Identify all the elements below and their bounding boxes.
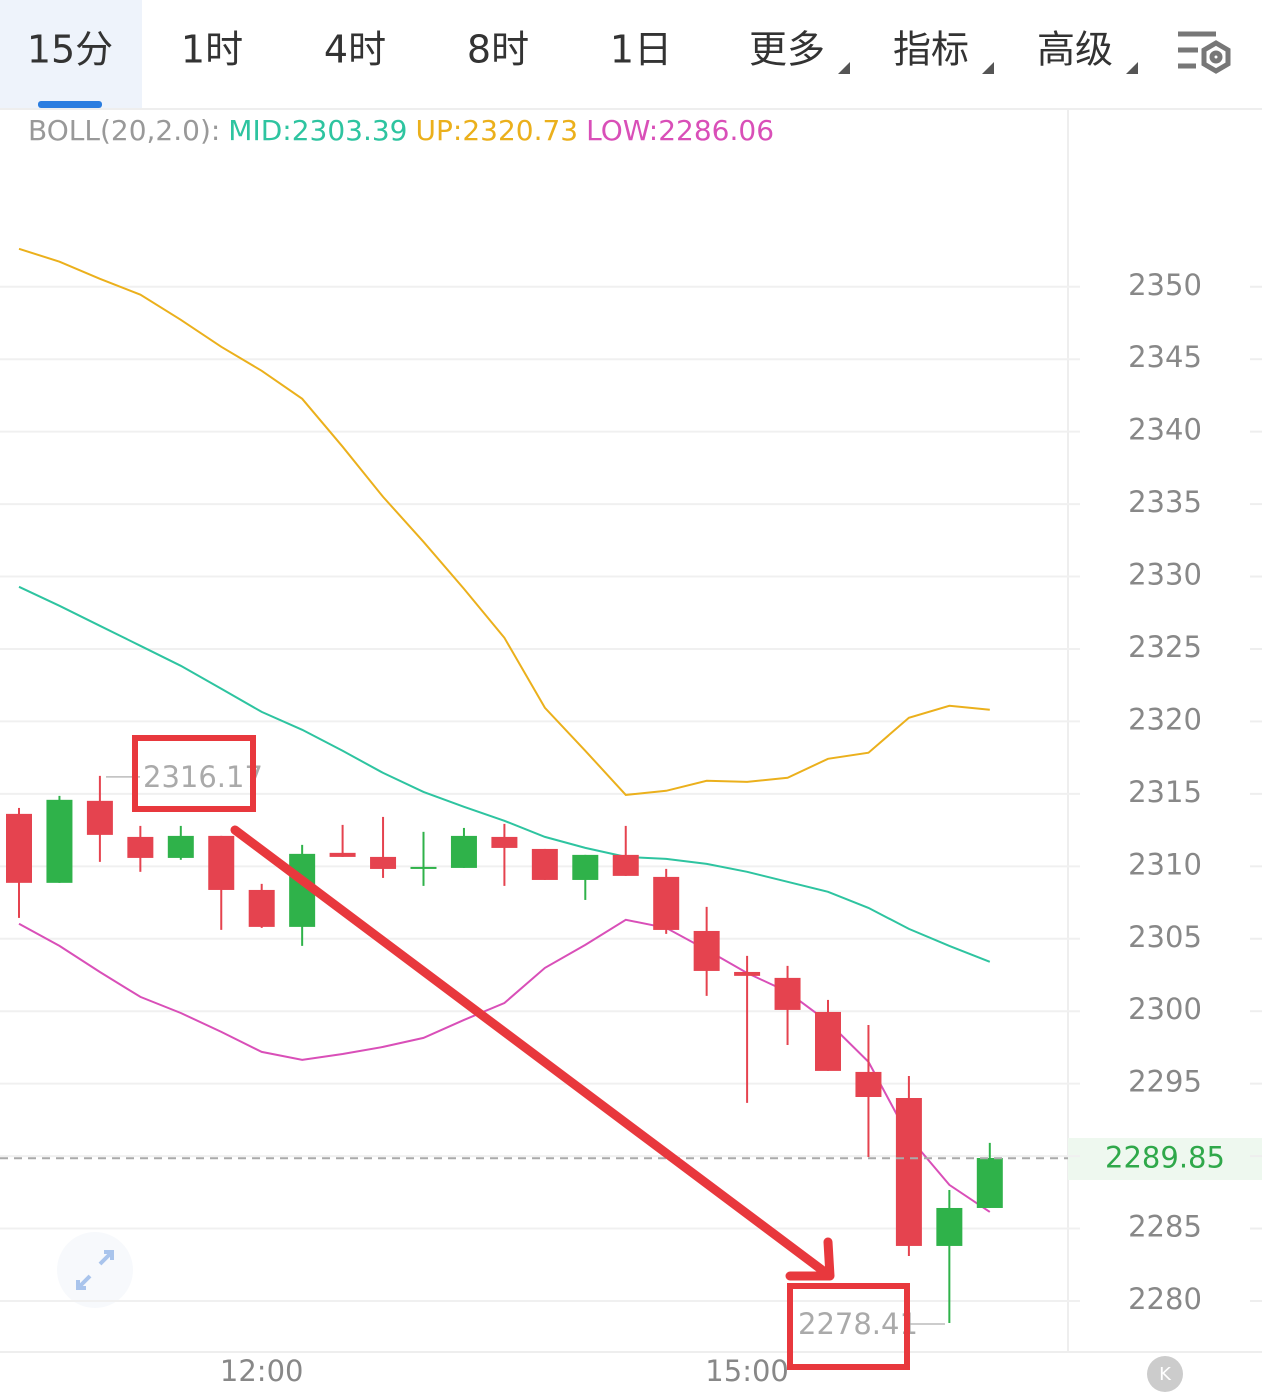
tab[interactable]: 1日 xyxy=(610,28,672,72)
markup-box xyxy=(787,1283,910,1370)
tab[interactable]: 8时 xyxy=(467,28,529,72)
y-tick-label: 2285 xyxy=(1128,1210,1202,1244)
last-price-bg xyxy=(1068,1138,1262,1180)
candle-body xyxy=(370,856,397,869)
candle-body xyxy=(531,848,558,880)
candle-body xyxy=(734,971,761,976)
y-tick-label: 2320 xyxy=(1128,702,1202,736)
dropdown-arrow xyxy=(838,62,850,74)
y-tick-label: 2315 xyxy=(1128,775,1202,809)
band-line xyxy=(18,585,991,963)
candle-body xyxy=(612,854,639,876)
candle-body xyxy=(248,889,275,927)
candle-body xyxy=(167,835,194,858)
indicator-legend: BOLL(20,2.0): MID:2303.39 UP:2320.73 LOW:22… xyxy=(28,114,774,147)
tab[interactable]: 4时 xyxy=(324,28,386,72)
y-tick-label: 2280 xyxy=(1128,1282,1202,1316)
last-price-label: 2289.85 xyxy=(1105,1140,1225,1174)
candle-body xyxy=(936,1207,963,1246)
tab[interactable]: 15分 xyxy=(27,28,113,72)
tab[interactable]: 高级 xyxy=(1037,28,1113,72)
legend-entry: LOW:2286.06 xyxy=(586,114,774,147)
active-tab-indicator xyxy=(38,101,102,108)
y-tick-label: 2350 xyxy=(1128,268,1202,302)
band-line xyxy=(18,918,991,1213)
tab[interactable]: 更多 xyxy=(749,28,825,72)
legend-entry: UP:2320.73 xyxy=(416,114,579,147)
k-icon: K xyxy=(1159,1364,1172,1385)
band-line xyxy=(18,247,990,796)
candle-body xyxy=(895,1098,922,1246)
x-tick-label: 12:00 xyxy=(220,1354,304,1388)
indicator-label: BOLL(20,2.0): xyxy=(28,114,220,147)
candle-body xyxy=(329,852,356,857)
tab[interactable]: 指标 xyxy=(893,28,969,72)
tab[interactable]: 1时 xyxy=(181,28,243,72)
y-tick-label: 2295 xyxy=(1128,1065,1202,1099)
candle-body xyxy=(693,930,720,971)
markup-arrowhead xyxy=(785,1237,835,1281)
legend-entry: MID:2303.39 xyxy=(228,114,407,147)
candle-body xyxy=(572,854,599,880)
x-tick-label: 15:00 xyxy=(705,1354,789,1388)
y-tick-label: 2345 xyxy=(1128,340,1202,374)
markup-box xyxy=(132,735,256,812)
y-tick-label: 2310 xyxy=(1128,847,1202,881)
active-tab-bg xyxy=(0,0,142,108)
candle-body xyxy=(450,835,477,868)
y-tick-label: 2305 xyxy=(1128,920,1202,954)
markup-arrow xyxy=(230,825,827,1275)
candle-body xyxy=(815,1011,841,1071)
candle-body xyxy=(855,1071,882,1097)
annotation-label: 2316.17 xyxy=(143,760,263,794)
candle-body xyxy=(46,799,73,883)
dropdown-arrow xyxy=(982,62,994,74)
candle-body xyxy=(86,800,113,835)
y-tick-label: 2340 xyxy=(1128,413,1202,447)
expand-button[interactable] xyxy=(57,1232,133,1308)
expand-icon xyxy=(76,1250,114,1290)
candle-body xyxy=(653,876,680,930)
annotation-label: 2278.41 xyxy=(798,1307,918,1341)
y-tick-label: 2335 xyxy=(1128,485,1202,519)
candle-body xyxy=(208,835,235,890)
candle-body xyxy=(976,1157,1003,1208)
candle-body xyxy=(410,866,437,869)
dropdown-arrow xyxy=(1126,62,1138,74)
k-button[interactable] xyxy=(1147,1356,1183,1392)
candle-body xyxy=(774,977,801,1010)
y-tick-label: 2325 xyxy=(1128,630,1202,664)
settings-icon[interactable] xyxy=(1178,31,1231,74)
candle-body xyxy=(127,836,154,858)
candle-body xyxy=(6,813,32,883)
dropdown-arrows xyxy=(838,62,1138,74)
candle-body xyxy=(491,836,518,848)
y-tick-label: 2330 xyxy=(1128,558,1202,592)
y-tick-label: 2300 xyxy=(1128,992,1202,1026)
